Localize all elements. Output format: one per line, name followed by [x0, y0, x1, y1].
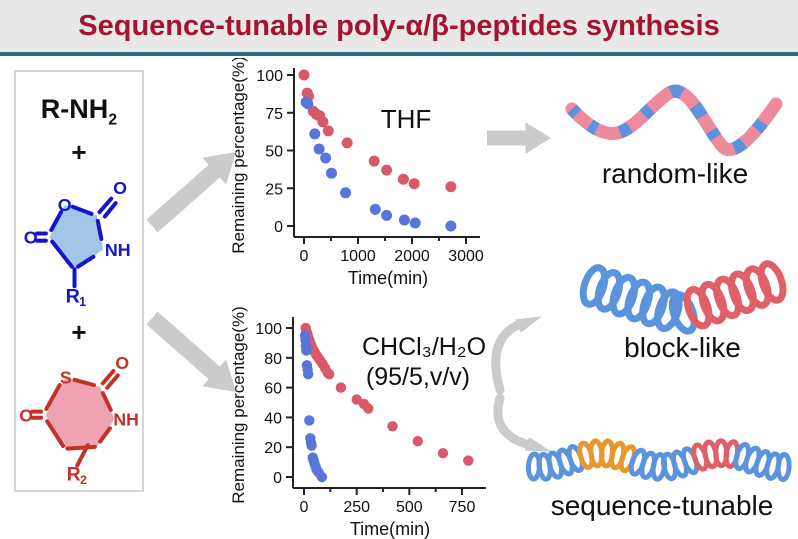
- svg-text:Time(min): Time(min): [348, 268, 428, 288]
- svg-text:750: 750: [449, 499, 476, 516]
- svg-text:40: 40: [264, 410, 282, 427]
- svg-text:60: 60: [264, 381, 282, 398]
- arrow-to-thf-chart-icon: [146, 152, 236, 233]
- svg-text:0: 0: [300, 248, 309, 265]
- svg-text:Remaining percentage(%): Remaining percentage(%): [229, 306, 248, 504]
- thiolactone-r2-subscript: 2: [80, 473, 87, 485]
- svg-text:(95/5,v/v): (95/5,v/v): [366, 363, 470, 391]
- thiolactone-carbonyl-oxygen-top: O: [115, 354, 129, 374]
- svg-text:Remaining percentage(%): Remaining percentage(%): [229, 58, 248, 254]
- svg-text:2000: 2000: [394, 248, 430, 265]
- plus-sign-1: +: [71, 137, 87, 168]
- nca-ring-oxygen: O: [58, 196, 72, 216]
- thiolactone-sulfur: S: [60, 368, 72, 388]
- reactant-panel: R-NH2 + O O O NH R: [14, 70, 144, 492]
- svg-text:20: 20: [264, 440, 282, 457]
- random-like-label: random-like: [601, 158, 749, 189]
- amine-formula: R-NH2: [40, 94, 118, 129]
- svg-text:0: 0: [273, 470, 282, 487]
- svg-text:25: 25: [265, 181, 283, 198]
- nca-atom-labels: O O O NH R 1: [24, 179, 131, 310]
- chcl3-h2o-kinetics-chart: 0 20 40 60 80 100 0 250 500 750 CHCl₃/H₂O(95/5,v/v…: [229, 306, 486, 539]
- nca-carbonyl-oxygen-left: O: [24, 228, 38, 248]
- nca-r1-subscript: 1: [79, 295, 86, 309]
- svg-text:80: 80: [264, 351, 282, 368]
- thiolactone-r2-label: R: [67, 464, 81, 486]
- thiolactone-ring-fill: [45, 377, 115, 450]
- svg-text:250: 250: [343, 499, 370, 516]
- nca-bonds: [34, 197, 118, 289]
- svg-text:3000: 3000: [448, 248, 484, 265]
- block-like-label: block-like: [624, 332, 741, 363]
- sequence-tunable-helix: [525, 438, 792, 482]
- amine-subscript: 2: [108, 111, 118, 129]
- random-like-ribbon: [565, 84, 783, 156]
- svg-text:1000: 1000: [340, 248, 376, 265]
- svg-text:CHCl₃/H₂O: CHCl₃/H₂O: [362, 333, 486, 361]
- svg-text:0: 0: [300, 499, 309, 516]
- svg-text:100: 100: [255, 321, 282, 338]
- svg-text:Time(min): Time(min): [350, 519, 430, 539]
- arrow-to-random-like-icon: [487, 122, 551, 154]
- block-like-helix: [579, 260, 787, 335]
- svg-text:75: 75: [265, 106, 283, 123]
- page-title: Sequence-tunable poly-α/β-peptides synth…: [78, 9, 720, 42]
- thiolactone-structure-diagram: S O O NH R 2: [19, 354, 139, 486]
- nca-structure-diagram: O O O NH R 1: [24, 179, 131, 310]
- svg-text:0: 0: [274, 219, 283, 236]
- nca-r1-label: R: [66, 286, 80, 308]
- svg-text:500: 500: [396, 499, 423, 516]
- svg-text:100: 100: [256, 68, 283, 85]
- nca-nh-label: NH: [105, 240, 131, 260]
- thiolactone-bonds: [30, 369, 120, 468]
- svg-text:50: 50: [265, 144, 283, 161]
- svg-text:THF: THF: [381, 104, 432, 134]
- arrow-to-chcl3-chart-icon: [146, 311, 236, 392]
- thiolactone-nh-label: NH: [113, 410, 138, 430]
- nca-carbonyl-oxygen-top: O: [113, 179, 127, 199]
- sequence-tunable-label: sequence-tunable: [550, 490, 774, 521]
- plus-sign-2: +: [71, 317, 87, 348]
- header-banner: Sequence-tunable poly-α/β-peptides synth…: [0, 0, 798, 56]
- thiolactone-atom-labels: S O O NH R 2: [19, 354, 139, 486]
- thiolactone-carbonyl-oxygen-left: O: [19, 406, 33, 426]
